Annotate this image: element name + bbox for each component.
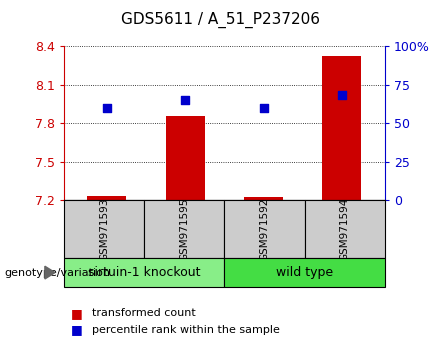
Bar [64,258,224,287]
Text: genotype/variation: genotype/variation [4,268,110,278]
Bar [144,200,224,258]
Point [182,97,189,103]
Point [338,92,345,98]
Text: GSM971593: GSM971593 [99,198,109,261]
Text: sirtuin-1 knockout: sirtuin-1 knockout [88,266,200,279]
Bar [64,200,144,258]
Text: transformed count: transformed count [92,308,196,318]
Bar [165,116,205,200]
Bar [305,200,385,258]
Polygon shape [45,266,55,279]
Text: wild type: wild type [276,266,333,279]
Bar [87,196,126,200]
Text: GSM971594: GSM971594 [340,198,350,261]
Text: GDS5611 / A_51_P237206: GDS5611 / A_51_P237206 [121,11,319,28]
Bar [224,258,385,287]
Bar [244,197,283,200]
Point [260,105,267,110]
Bar [224,200,305,258]
Point [103,105,110,110]
Text: ■: ■ [71,324,83,336]
Text: ■: ■ [71,307,83,320]
Text: GSM971592: GSM971592 [260,198,270,261]
Text: GSM971595: GSM971595 [179,198,189,261]
Text: percentile rank within the sample: percentile rank within the sample [92,325,280,335]
Bar [323,56,362,200]
